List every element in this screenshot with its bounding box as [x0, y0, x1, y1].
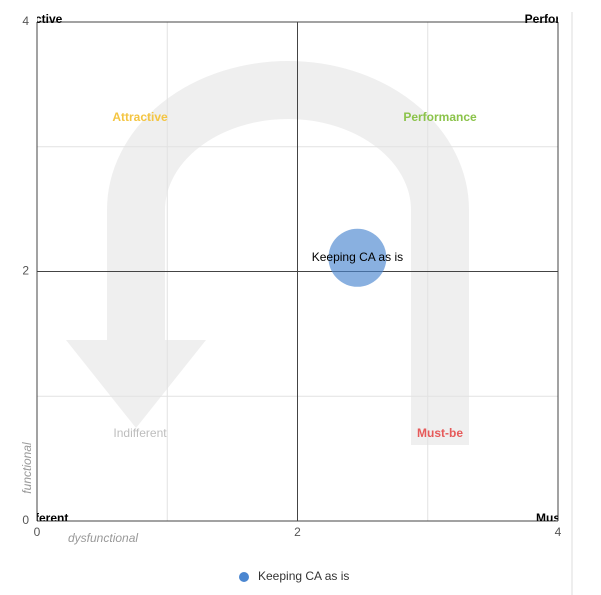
legend-label: Keeping CA as is: [258, 569, 349, 583]
corner-label: Mus: [536, 511, 560, 525]
corner-labels: ctive Perfor ferent Mus: [35, 12, 561, 525]
x-tick-label: 0: [34, 525, 41, 539]
quadrant-label: Attractive: [112, 110, 168, 124]
x-tick-label: 4: [555, 525, 562, 539]
legend-marker: [239, 572, 249, 582]
y-axis-title: functional: [20, 442, 34, 494]
corner-label: ctive: [35, 12, 63, 26]
corner-label: Perfor: [525, 12, 561, 26]
point-label: Keeping CA as is: [312, 250, 403, 264]
corner-label: ferent: [35, 511, 68, 525]
x-axis-title: dysfunctional: [68, 531, 138, 545]
quadrant-label: Indifferent: [113, 426, 167, 440]
y-tick-label: 2: [22, 264, 29, 278]
bubble: [328, 228, 387, 287]
y-tick-label: 0: [22, 513, 29, 527]
quadrant-label: Must-be: [417, 426, 463, 440]
plot: 0 2 4 0 2 4 Attractive Performance Indifferent Mu…: [20, 12, 562, 583]
x-tick-label: 2: [294, 525, 301, 539]
background-arrow: [66, 61, 469, 445]
quadrant-label: Performance: [403, 110, 477, 124]
y-tick-label: 4: [22, 14, 29, 28]
